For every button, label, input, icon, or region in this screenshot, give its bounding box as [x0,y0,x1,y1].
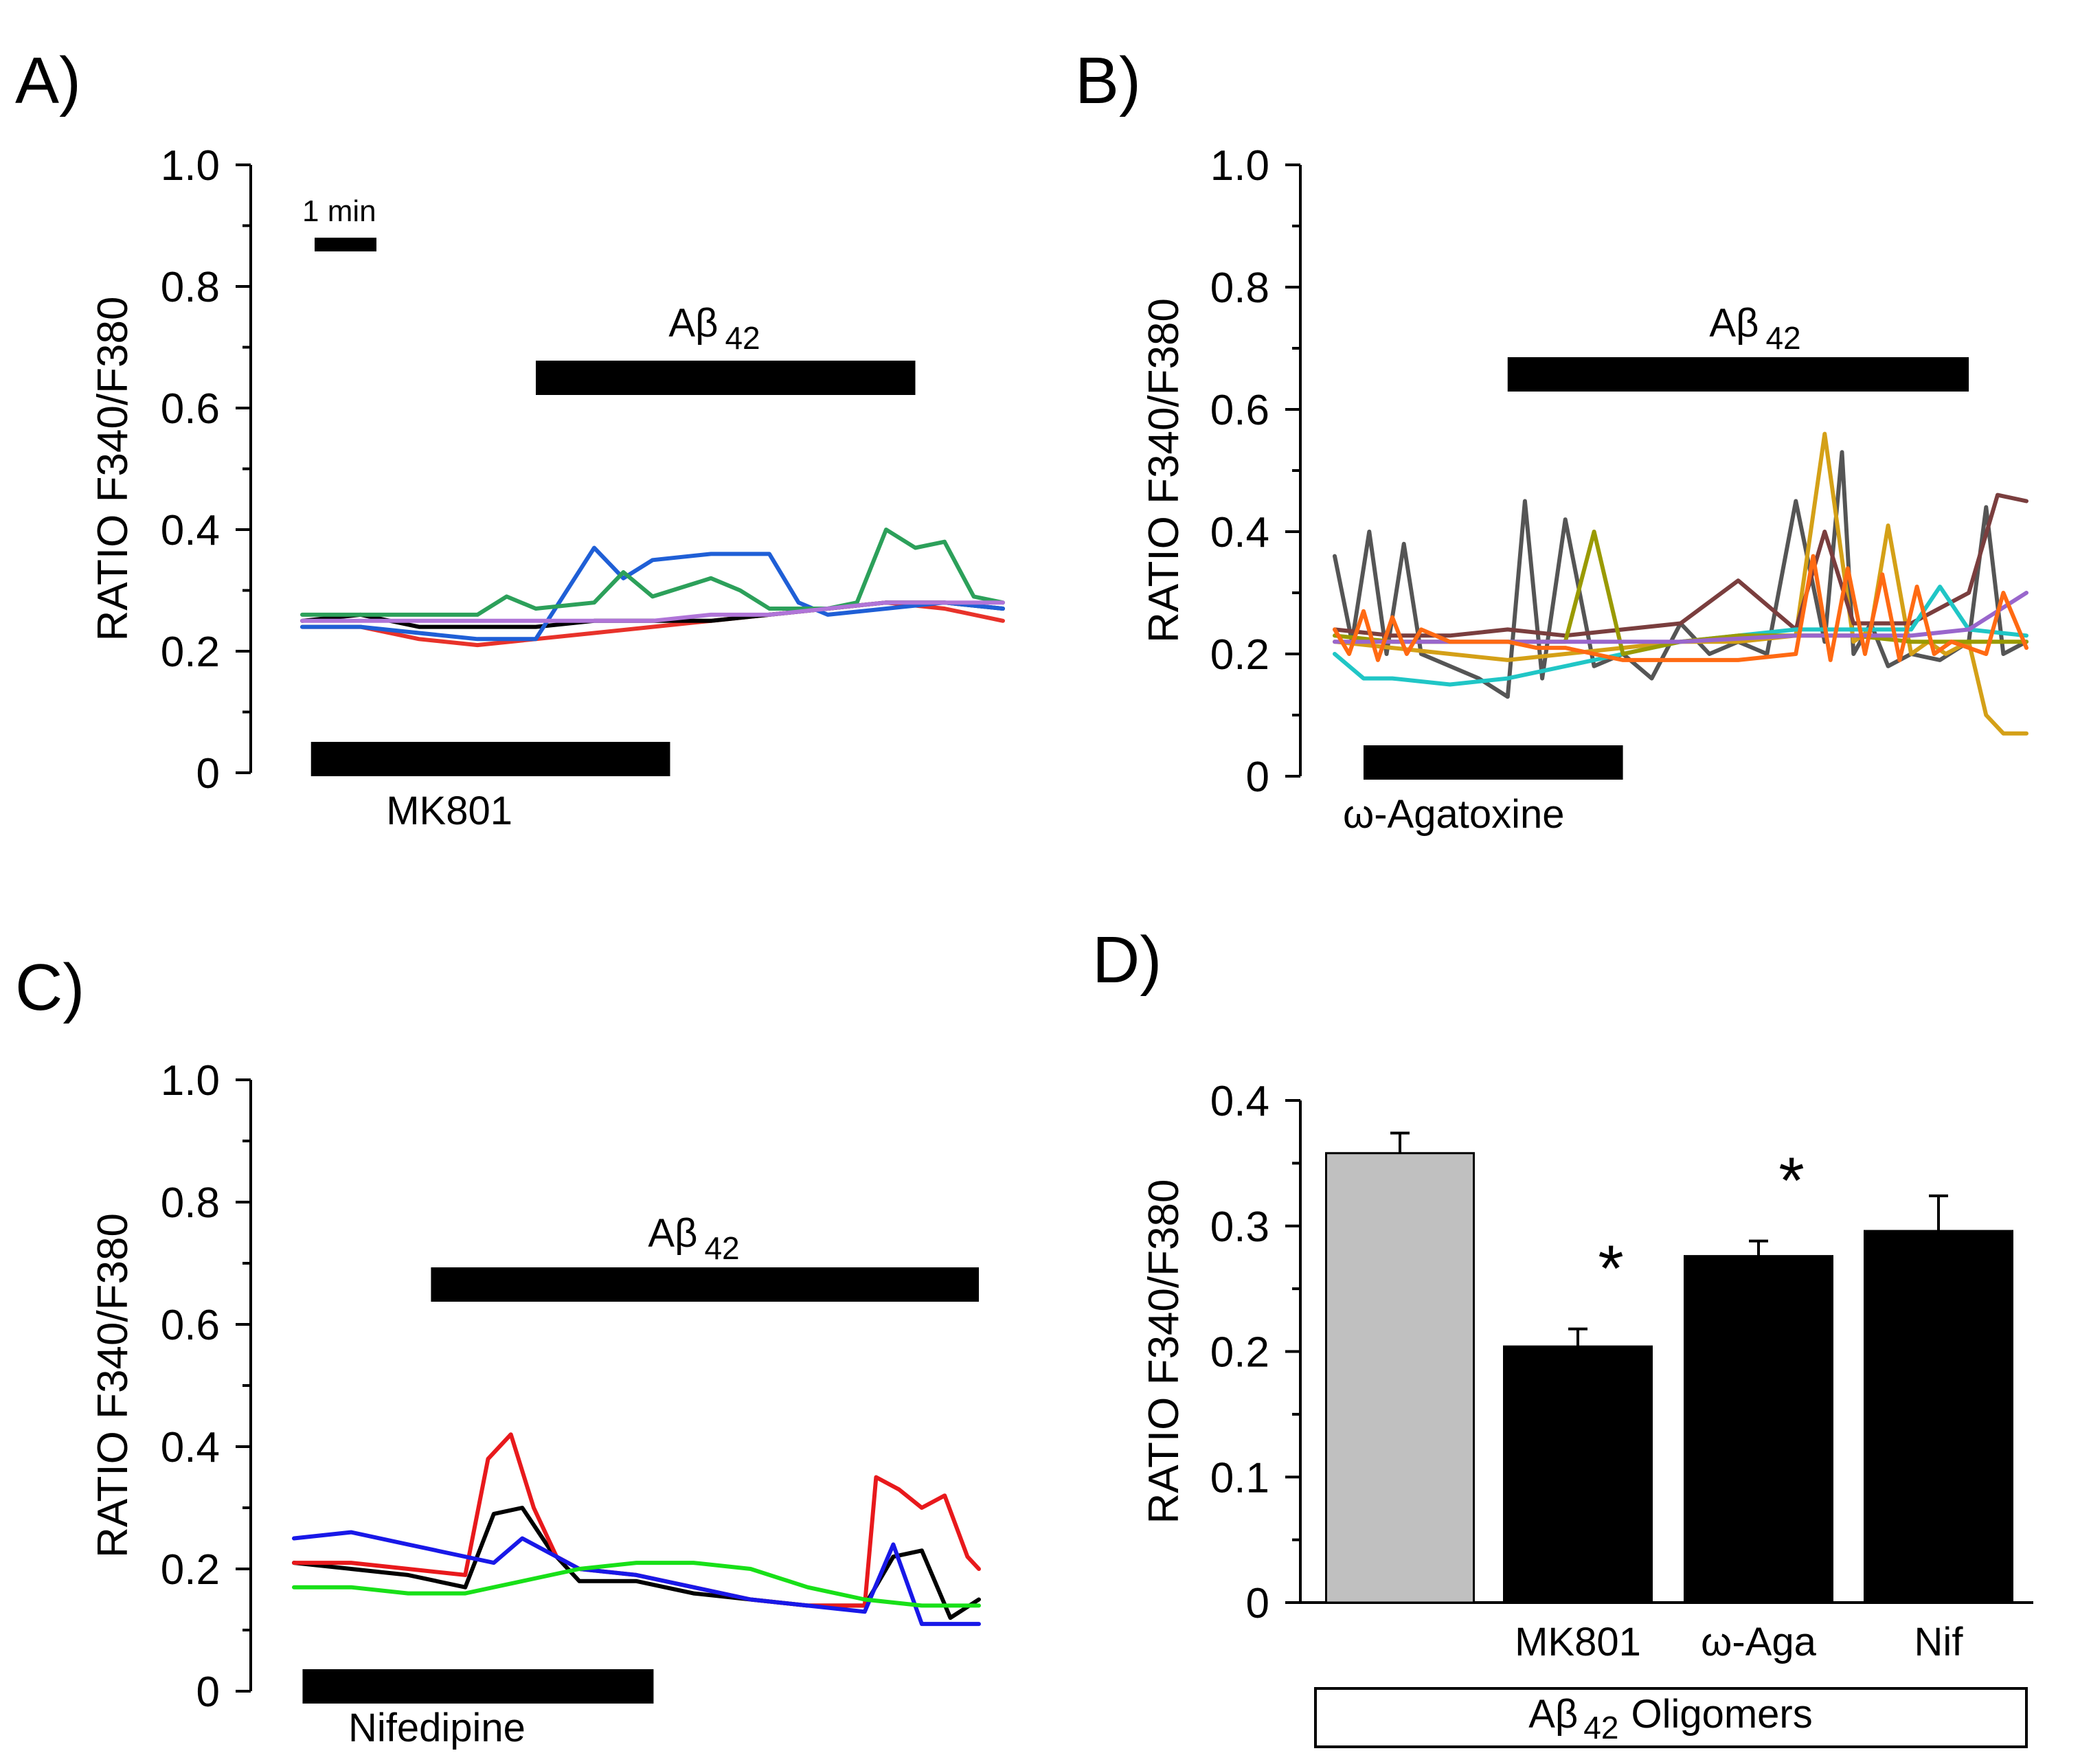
group-label: Aβ 42 Oligomers [1528,1692,1813,1745]
abeta-label: Aβ 42 [1709,301,1800,356]
series-line-orange [1333,554,2028,662]
y-tick-label: 0.6 [1210,387,1269,434]
series-line-gold [1333,431,2028,736]
series-line-green [292,1561,981,1608]
significance-marker: * [1778,1144,1804,1218]
x-tick-label: MK801 [1515,1620,1641,1664]
x-tick-label: ω-Aga [1701,1620,1817,1664]
treatment-bar [310,742,670,776]
y-axis-label: RATIO F340/F380 [1140,298,1188,643]
y-tick-label: 0.8 [1210,264,1269,312]
y-tick-label: 0 [196,750,220,798]
panel-label-d: D) [1092,923,1162,997]
y-tick-label: 0.8 [161,1179,220,1227]
y-tick-label: 0 [1246,1580,1269,1627]
abeta-bar [431,1267,979,1302]
y-tick-label: 0.4 [1210,509,1269,556]
treatment-label: Nifedipine [348,1706,525,1750]
abeta-label: Aβ 42 [668,301,760,356]
y-tick-label: 0.6 [161,1302,220,1349]
series-line-green [300,528,1005,617]
y-tick-label: 1.0 [161,142,220,190]
y-tick-label: 0.4 [1210,1078,1269,1125]
series-line-violet [300,600,1005,623]
y-axis-label: RATIO F340/F380 [1140,1179,1188,1524]
panel-c-chart: 0 0.2 0.4 0.6 0.8 1.0 RATIO F340/F380 Aβ 42 Nifed… [89,1057,981,1750]
y-axis-label: RATIO F340/F380 [89,1213,137,1558]
y-axis-label: RATIO F340/F380 [89,297,137,642]
scale-bar [315,238,376,251]
treatment-bar [302,1669,654,1704]
panel-d-chart: 0 0.1 0.2 0.3 0.4 RATIO F340/F380 * MK801 * ω-Aga… [1140,1078,2033,1748]
y-tick-label: 0.2 [161,1546,220,1594]
y-tick-label: 0.2 [161,629,220,676]
bar-ω-Aga [1684,1255,1833,1604]
y-tick-label: 0.2 [1210,1329,1269,1377]
y-tick-label: 0 [1246,754,1269,801]
abeta-label: Aβ 42 [648,1211,739,1266]
y-tick-label: 0.2 [1210,631,1269,679]
abeta-bar [1507,357,1969,392]
bar-Nif [1864,1230,2013,1604]
panel-a-chart: 0 0.2 0.4 0.6 0.8 1.0 RATIO F340/F380 Aβ 42 MK801 [89,142,1005,833]
treatment-label: MK801 [386,789,512,833]
panel-b-chart: 0 0.2 0.4 0.6 0.8 1.0 RATIO F340/F380 Aβ 42 ω-Aga… [1140,142,2028,837]
group-box [1314,1687,2028,1748]
panel-label-c: C) [15,951,84,1024]
panel-label-b: B) [1075,44,1141,117]
bar-control [1325,1152,1475,1604]
treatment-label: ω-Agatoxine [1343,792,1565,837]
series-line-blue [300,545,1005,642]
y-tick-label: 0.3 [1210,1203,1269,1251]
series-line-black [292,1506,981,1620]
y-tick-label: 0.1 [1210,1454,1269,1502]
panel-label-a: A) [15,44,81,117]
x-tick-label: Nif [1914,1620,1964,1664]
scale-bar-label: 1 min [302,194,376,228]
y-tick-label: 0 [196,1669,220,1716]
bar-MK801 [1503,1345,1653,1604]
y-tick-label: 1.0 [1210,142,1269,190]
treatment-bar [1363,745,1623,780]
y-tick-label: 1.0 [161,1057,220,1105]
y-tick-label: 0.6 [161,385,220,433]
y-tick-label: 0.8 [161,264,220,311]
y-tick-label: 0.4 [161,507,220,554]
y-tick-label: 0.4 [161,1424,220,1471]
significance-marker: * [1598,1232,1623,1306]
abeta-bar [536,361,916,395]
series-line-blue [292,1530,981,1627]
